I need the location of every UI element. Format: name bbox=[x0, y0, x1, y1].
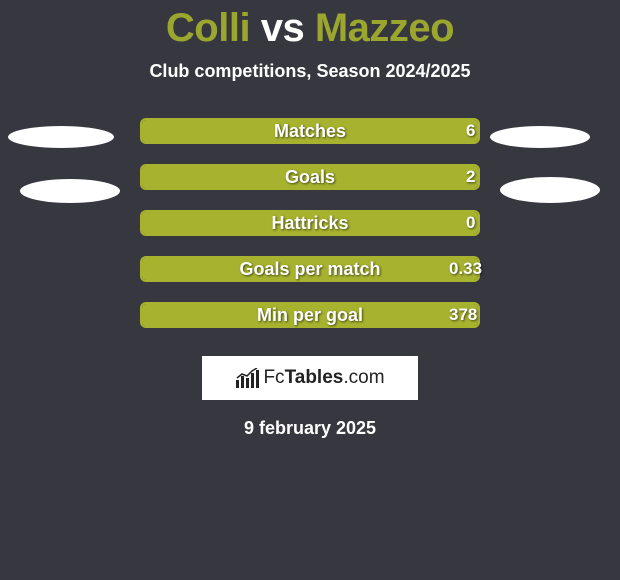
subtitle: Club competitions, Season 2024/2025 bbox=[0, 61, 620, 82]
logo-dotcom: .com bbox=[343, 367, 384, 388]
stat-row-4: Min per goal378 bbox=[0, 302, 620, 348]
date-text: 9 february 2025 bbox=[0, 418, 620, 439]
stat-row-2: Hattricks0 bbox=[0, 210, 620, 256]
stat-value: 0 bbox=[466, 210, 475, 236]
logo-fc: Fc bbox=[263, 367, 284, 388]
logo-text: FcTables.com bbox=[263, 367, 384, 389]
stat-row-1: Goals2 bbox=[0, 164, 620, 210]
stat-value: 378 bbox=[449, 302, 477, 328]
player1-name: Colli bbox=[166, 6, 250, 50]
player2-name: Mazzeo bbox=[315, 6, 454, 50]
stat-label: Matches bbox=[140, 118, 480, 144]
stat-label: Goals per match bbox=[140, 256, 480, 282]
stat-value: 2 bbox=[466, 164, 475, 190]
stat-label: Min per goal bbox=[140, 302, 480, 328]
stat-value: 6 bbox=[466, 118, 475, 144]
comparison-title: Colli vs Mazzeo bbox=[0, 0, 620, 51]
stat-label: Hattricks bbox=[140, 210, 480, 236]
chart-icon bbox=[235, 368, 259, 388]
vs-text: vs bbox=[261, 6, 305, 50]
logo-tables: Tables bbox=[285, 367, 344, 388]
stat-value: 0.33 bbox=[449, 256, 482, 282]
stats-rows: Matches6Goals2Hattricks0Goals per match0… bbox=[0, 118, 620, 348]
stat-row-3: Goals per match0.33 bbox=[0, 256, 620, 302]
stat-row-0: Matches6 bbox=[0, 118, 620, 164]
stat-label: Goals bbox=[140, 164, 480, 190]
site-logo: FcTables.com bbox=[202, 356, 418, 400]
